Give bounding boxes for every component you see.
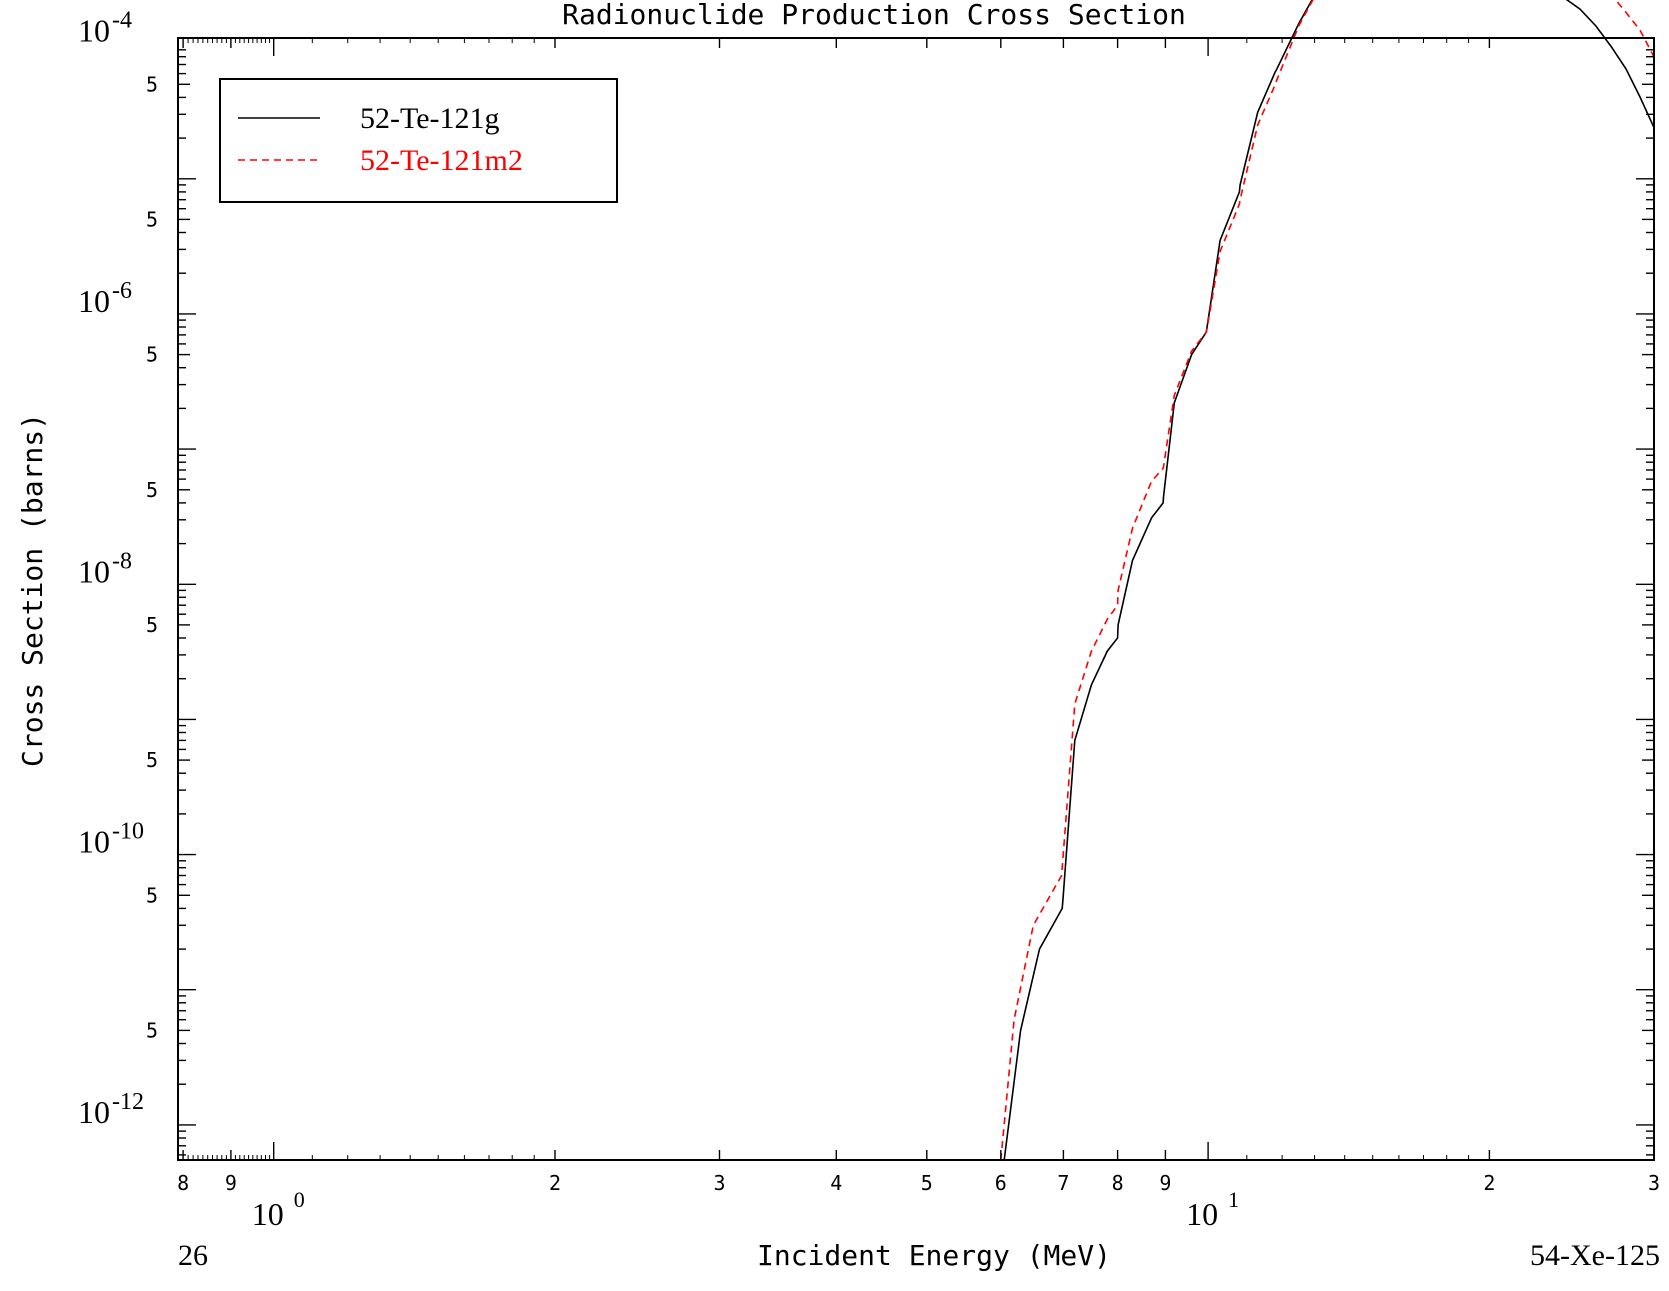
y-tick-label: 5 [146,478,158,502]
y-tick-label: 5 [146,883,158,907]
y-decade-label-exp: -4 [112,8,132,34]
x-tick-label: 5 [921,1171,933,1195]
series-layer [1000,0,1655,1161]
x-tick-label: 4 [830,1171,842,1195]
series-line-0 [1003,0,1655,1161]
y-tick-label: 5 [146,72,158,96]
y-decade-label-base: 10 [78,553,110,589]
y-tick-label: 5 [146,1018,158,1042]
footer-left-label: 26 [178,1239,208,1272]
y-decade-label-base: 10 [78,13,110,49]
y-decade-label-base: 10 [78,1094,110,1130]
x-tick-label: 2 [549,1171,561,1195]
y-tick-label: 5 [146,748,158,772]
x-tick-label: 9 [1159,1171,1171,1195]
chart-title: Radionuclide Production Cross Section [562,0,1186,31]
legend-label-te121g: 52-Te-121g [360,102,500,135]
x-tick-label: 8 [1112,1171,1124,1195]
x-decade-label-exp: 1 [1228,1187,1239,1212]
x-tick-label: 3 [713,1171,725,1195]
y-decade-label-exp: -6 [112,278,132,304]
x-axis: 8 9 2 3 4 5 6 7 8 9 2 3 10 0 10 1 [177,38,1660,1232]
x-decade-label-base: 10 [252,1196,284,1232]
y-tick-label: 5 [146,343,158,367]
x-tick-label: 2 [1483,1171,1495,1195]
footer-right-label: 54-Xe-125 [1530,1239,1660,1272]
y-decade-label-base: 10 [78,824,110,860]
x-decade-label-exp: 0 [294,1187,305,1212]
x-tick-label: 3 [1648,1171,1660,1195]
legend-box [219,78,618,203]
series-line-1 [1000,0,1655,1161]
legend: 52-Te-121g 52-Te-121m2 [219,78,618,203]
y-axis-label: Cross Section (barns) [16,413,49,767]
plot-frame [177,37,1655,1161]
x-tick-label: 7 [1057,1171,1069,1195]
x-axis-label: Incident Energy (MeV) [757,1239,1111,1272]
y-tick-label: 5 [146,613,158,637]
x-decade-label-base: 10 [1186,1196,1218,1232]
x-tick-label: 9 [225,1171,237,1195]
legend-label-te121m2: 52-Te-121m2 [360,144,523,177]
y-decade-label-base: 10 [78,283,110,319]
y-decade-label-exp: -12 [112,1089,144,1115]
y-decade-label-exp: -8 [112,548,132,574]
x-tick-label: 6 [995,1171,1007,1195]
y-decade-label-exp: -10 [112,819,144,845]
x-tick-label: 8 [177,1171,189,1195]
y-tick-label: 5 [146,207,158,231]
